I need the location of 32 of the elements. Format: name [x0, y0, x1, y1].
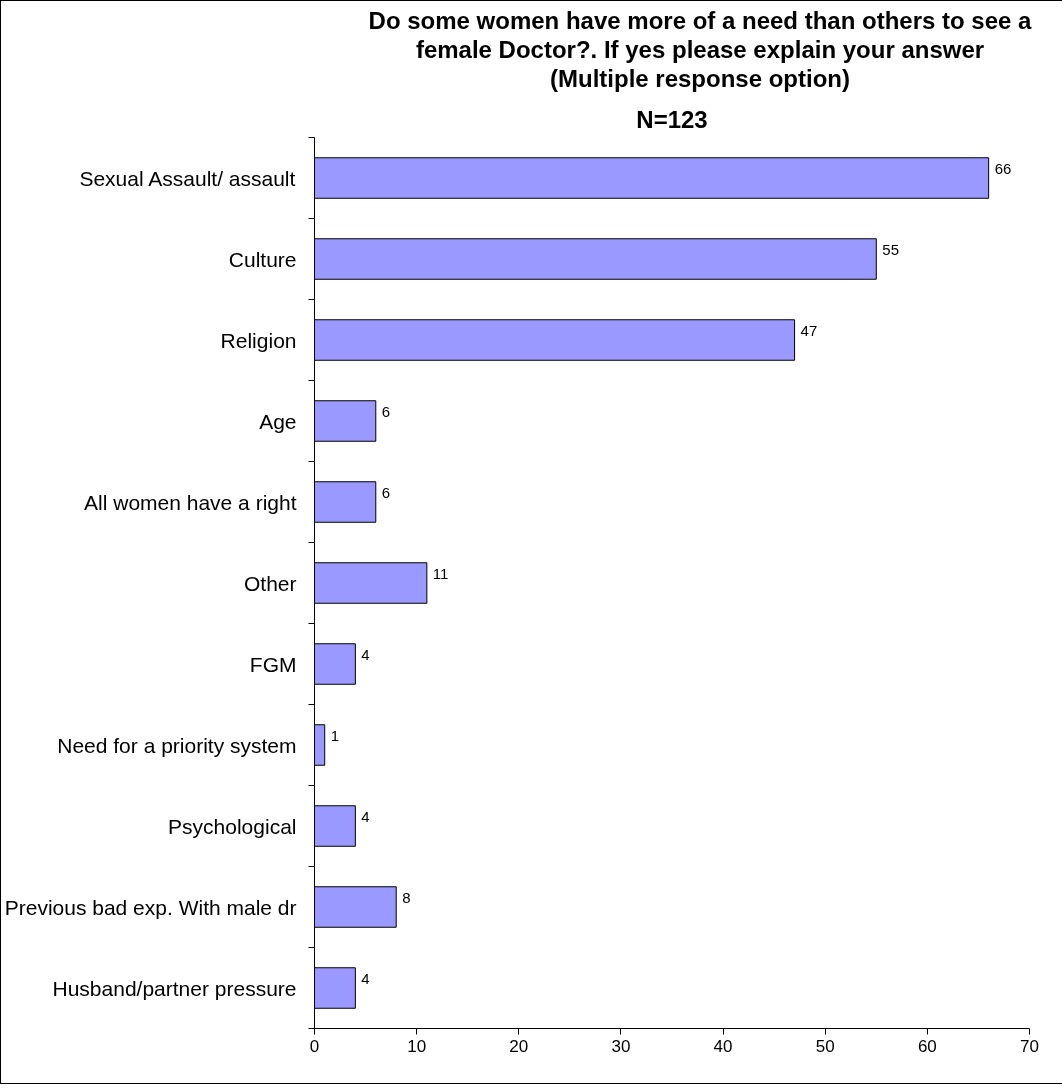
x-tick-label: 10	[407, 1036, 427, 1056]
data-label: 11	[432, 565, 449, 583]
y-tick-label: Other	[243, 571, 297, 595]
chart-subtitle: N=123	[636, 105, 708, 133]
data-label: 8	[402, 889, 411, 907]
y-tick-label: FGM	[249, 652, 297, 676]
data-label: 1	[330, 727, 340, 745]
data-label: 6	[381, 484, 391, 502]
data-label: 6	[381, 403, 391, 421]
x-tick-label: 70	[1020, 1036, 1039, 1056]
x-tick-label: 0	[309, 1036, 320, 1056]
y-tick-label: Previous bad exp. With male dr	[4, 895, 297, 919]
y-tick-label: All women have a right	[84, 490, 297, 514]
data-label: 55	[882, 241, 899, 259]
x-tick-label: 20	[509, 1036, 529, 1056]
data-label: 4	[361, 646, 370, 664]
data-label: 4	[361, 970, 370, 988]
y-tick-label: Age	[259, 409, 297, 433]
data-label: 4	[361, 808, 370, 826]
y-tick-label: Sexual Assault/ assault	[79, 166, 296, 190]
y-tick-label: Religion	[220, 328, 297, 352]
y-tick-label: Culture	[228, 247, 297, 271]
y-tick-label: Psychological	[168, 814, 297, 838]
y-tick-label: Husband/partner pressure	[52, 976, 297, 1000]
x-tick-label: 50	[815, 1036, 835, 1056]
x-tick-label: 30	[611, 1036, 631, 1056]
y-tick-label: Need for a priority system	[57, 733, 297, 757]
data-label: 47	[800, 322, 818, 340]
chart-title: Do some women have more of a need than others to see a female Doctor?. If yes please explain your answer (Multiple response option)	[368, 7, 1032, 94]
x-tick-label: 40	[713, 1036, 733, 1056]
x-tick-label: 60	[917, 1036, 937, 1056]
data-label: 66	[994, 160, 1012, 178]
